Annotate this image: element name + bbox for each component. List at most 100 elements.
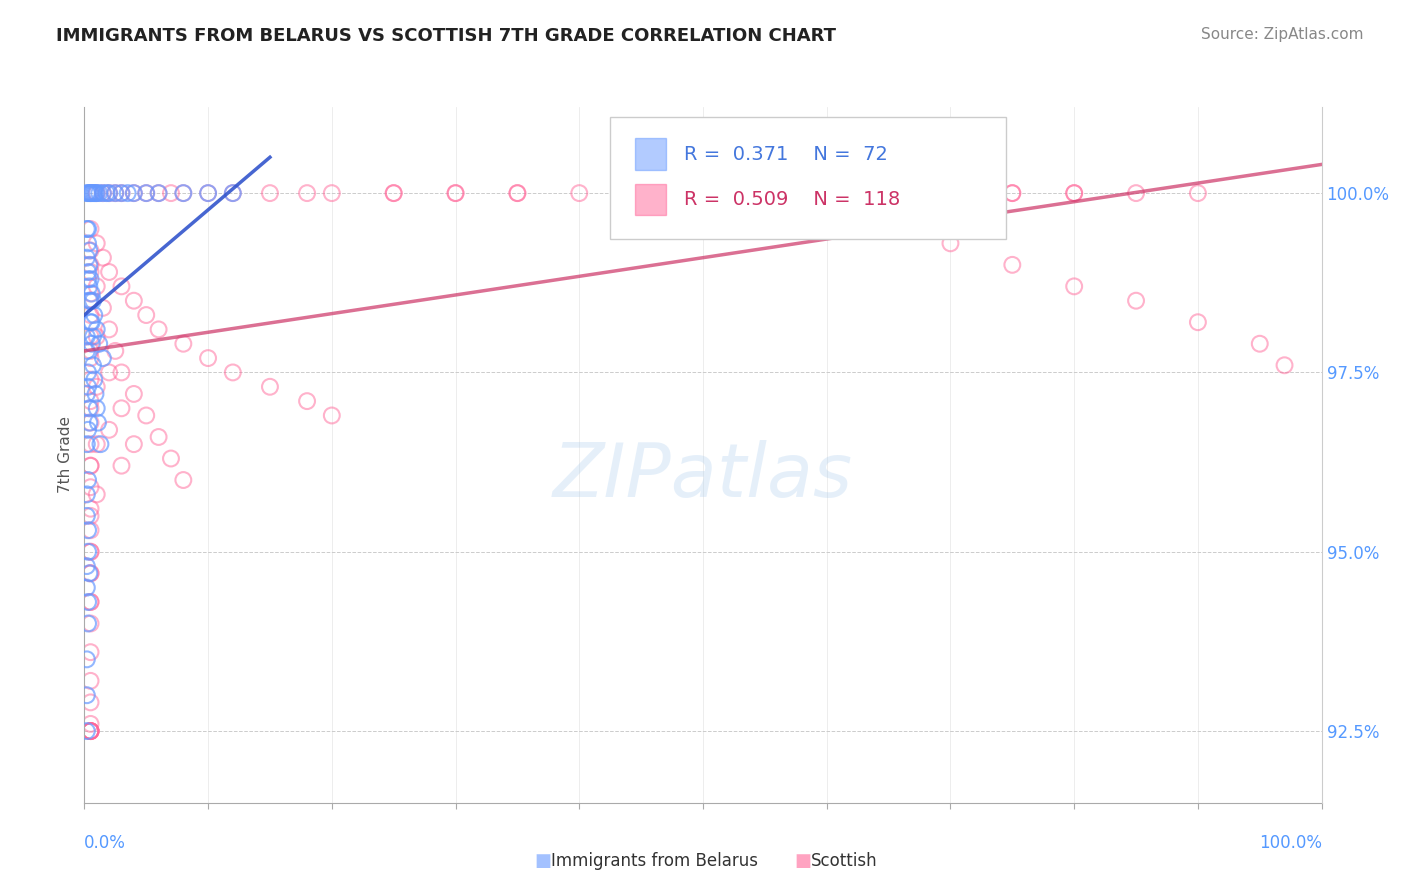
Point [79,724,101,739]
Point [91,301,114,315]
Point [79,458,101,473]
Point [86,236,108,251]
Point [295,394,318,409]
Point [77,545,100,559]
Point [76,186,98,200]
Text: 0.0%: 0.0% [84,834,127,852]
Point [86,186,108,200]
Text: ■: ■ [794,852,811,870]
Point [98,186,121,200]
Point [83,186,105,200]
Point [160,186,183,200]
Point [80,336,103,351]
Point [1125,186,1147,200]
Point [77,473,100,487]
Point [79,724,101,739]
Point [117,186,139,200]
Point [83,373,105,387]
Point [77,265,100,279]
Point [76,387,98,401]
Point [91,186,114,200]
Point [877,186,900,200]
Point [79,480,101,494]
Point [76,581,98,595]
Text: ■: ■ [534,852,551,870]
Point [79,724,101,739]
Point [79,244,101,258]
Point [79,186,101,200]
Point [568,186,591,200]
Point [76,329,98,343]
Text: R =  0.509    N =  118: R = 0.509 N = 118 [685,190,901,209]
Point [76,559,98,574]
Point [79,401,101,416]
Point [79,724,101,739]
Point [77,380,100,394]
Point [76,222,98,236]
Point [222,186,245,200]
Point [506,186,529,200]
Point [692,186,714,200]
Point [939,186,962,200]
Point [98,423,121,437]
Point [939,186,962,200]
Point [122,186,145,200]
Point [86,186,108,200]
Point [321,409,343,423]
Point [1063,186,1085,200]
Point [79,265,101,279]
Point [79,394,101,409]
Point [382,186,405,200]
Point [82,293,104,308]
Point [197,186,219,200]
Point [79,437,101,451]
Point [197,351,219,365]
Point [692,186,714,200]
Point [79,695,101,709]
Point [444,186,467,200]
Text: R =  0.371    N =  72: R = 0.371 N = 72 [685,145,889,163]
Point [172,473,194,487]
Point [77,595,100,609]
Point [79,258,101,272]
Point [79,724,101,739]
Point [79,416,101,430]
Point [79,272,101,286]
Point [1125,293,1147,308]
Point [79,566,101,581]
Point [148,322,170,336]
Point [259,380,281,394]
Point [197,186,219,200]
Point [122,293,145,308]
Point [77,272,100,286]
Point [444,186,467,200]
Point [815,186,838,200]
Point [122,437,145,451]
Point [77,523,100,537]
Text: Scottish: Scottish [811,852,877,870]
Point [82,329,104,343]
Point [877,186,900,200]
Point [76,487,98,501]
Point [89,336,111,351]
Point [79,351,101,365]
Point [98,366,121,380]
Point [98,186,121,200]
Point [295,186,318,200]
Point [104,343,127,358]
Point [79,315,101,329]
Point [172,336,194,351]
Point [80,286,103,301]
Point [86,487,108,501]
Point [83,308,105,322]
Point [82,358,104,372]
Point [86,380,108,394]
Point [79,293,101,308]
Point [104,186,127,200]
Point [222,366,245,380]
Point [79,416,101,430]
Point [122,186,145,200]
Point [110,401,132,416]
Point [79,595,101,609]
Point [122,387,145,401]
